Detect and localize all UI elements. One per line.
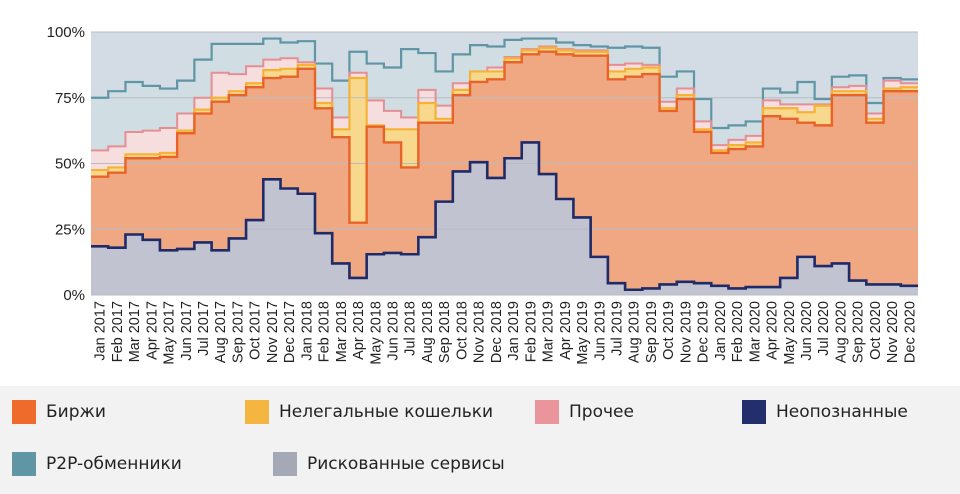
x-tick-label: Aug 2020 bbox=[833, 301, 849, 363]
legend: Биржи Нелегальные кошельки Прочее Неопоз… bbox=[0, 386, 960, 494]
legend-item-other: Прочее bbox=[535, 400, 634, 424]
x-tick-label: Feb 2017 bbox=[110, 301, 126, 362]
x-tick-label: Mar 2017 bbox=[127, 301, 143, 362]
x-tick-label: Apr 2018 bbox=[351, 301, 367, 360]
x-tick-label: Nov 2017 bbox=[265, 301, 281, 363]
x-tick-label: Aug 2017 bbox=[213, 301, 229, 363]
line-p2p bbox=[91, 37, 918, 130]
x-tick-label: Oct 2017 bbox=[248, 301, 264, 360]
x-tick-label: May 2017 bbox=[162, 301, 178, 365]
x-tick-label: Jan 2020 bbox=[713, 301, 729, 361]
x-tick-label: May 2018 bbox=[368, 301, 384, 365]
x-tick-label: May 2020 bbox=[782, 301, 798, 365]
legend-item-illegal-wallets: Нелегальные кошельки bbox=[245, 400, 493, 424]
legend-item-exchanges: Биржи bbox=[12, 400, 106, 424]
y-tick-label: 50% bbox=[55, 156, 85, 173]
x-tick-label: Mar 2020 bbox=[747, 301, 763, 362]
x-tick-label: Jan 2019 bbox=[506, 301, 522, 361]
legend-item-unknown: Неопознанные bbox=[742, 400, 908, 424]
legend-swatch-illegal-wallets bbox=[245, 400, 269, 424]
x-tick-label: Jan 2018 bbox=[299, 301, 315, 361]
legend-swatch-risky bbox=[273, 452, 297, 476]
legend-swatch-p2p bbox=[12, 452, 36, 476]
x-tick-label: Jul 2019 bbox=[609, 301, 625, 356]
x-tick-label: Jul 2018 bbox=[403, 301, 419, 356]
legend-label-p2p: P2P-обменники bbox=[46, 454, 182, 474]
x-tick-label: Aug 2019 bbox=[627, 301, 643, 363]
legend-item-p2p: P2P-обменники bbox=[12, 452, 182, 476]
x-tick-label: Sep 2018 bbox=[437, 301, 453, 363]
x-tick-label: Jul 2020 bbox=[816, 301, 832, 356]
legend-swatch-exchanges bbox=[12, 400, 36, 424]
x-tick-label: Dec 2019 bbox=[696, 301, 712, 363]
x-tick-label: Apr 2017 bbox=[144, 301, 160, 360]
legend-label-other: Прочее bbox=[569, 402, 634, 422]
x-tick-label: Oct 2020 bbox=[868, 301, 884, 360]
legend-label-illegal-wallets: Нелегальные кошельки bbox=[279, 402, 494, 422]
x-tick-label: Apr 2020 bbox=[765, 301, 781, 360]
x-tick-label: Jan 2017 bbox=[93, 301, 109, 361]
x-tick-label: Aug 2018 bbox=[420, 301, 436, 363]
x-tick-label: Sep 2017 bbox=[230, 301, 246, 363]
x-tick-label: Mar 2018 bbox=[334, 301, 350, 362]
y-tick-label: 0% bbox=[63, 287, 85, 304]
y-tick-label: 100% bbox=[47, 24, 85, 41]
x-tick-label: Dec 2020 bbox=[902, 301, 918, 363]
x-tick-label: Sep 2019 bbox=[644, 301, 660, 363]
legend-item-risky: Рискованные сервисы bbox=[273, 452, 505, 476]
chart-lines bbox=[91, 37, 918, 292]
y-tick-label: 25% bbox=[55, 221, 85, 238]
x-tick-label: Nov 2018 bbox=[472, 301, 488, 363]
x-tick-label: Dec 2018 bbox=[489, 301, 505, 363]
x-tick-label: Jul 2017 bbox=[196, 301, 212, 356]
legend-label-unknown: Неопознанные bbox=[776, 402, 908, 422]
line-exchanges bbox=[91, 50, 918, 224]
x-tick-label: Nov 2019 bbox=[678, 301, 694, 363]
x-tick-label: May 2019 bbox=[575, 301, 591, 365]
x-tick-label: Jun 2017 bbox=[179, 301, 195, 361]
stacked-area-chart: 0% 25% 50% 75% 100% Jan 2017 Feb 2017 Mar 2017… bbox=[47, 24, 919, 365]
legend-label-exchanges: Биржи bbox=[46, 402, 106, 422]
y-axis-ticks: 0% 25% 50% 75% 100% bbox=[47, 24, 85, 304]
legend-swatch-unknown bbox=[742, 400, 766, 424]
x-tick-label: Feb 2018 bbox=[317, 301, 333, 362]
legend-swatch-other bbox=[535, 400, 559, 424]
x-axis-ticks: Jan 2017 Feb 2017 Mar 2017 Apr 2017 May 2017… bbox=[93, 301, 919, 365]
x-tick-label: Mar 2019 bbox=[541, 301, 557, 362]
x-tick-label: Oct 2019 bbox=[661, 301, 677, 360]
x-tick-label: Feb 2020 bbox=[730, 301, 746, 362]
area-risky bbox=[91, 142, 918, 295]
x-tick-label: Jun 2020 bbox=[799, 301, 815, 361]
x-tick-label: Jun 2018 bbox=[386, 301, 402, 361]
x-tick-label: Nov 2020 bbox=[885, 301, 901, 363]
x-tick-label: Dec 2017 bbox=[282, 301, 298, 363]
x-tick-label: Jun 2019 bbox=[592, 301, 608, 361]
legend-label-risky: Рискованные сервисы bbox=[307, 454, 505, 474]
line-risky bbox=[91, 141, 918, 292]
x-tick-label: Feb 2019 bbox=[523, 301, 539, 362]
x-tick-label: Sep 2020 bbox=[851, 301, 867, 363]
x-tick-label: Apr 2019 bbox=[558, 301, 574, 360]
x-tick-label: Oct 2018 bbox=[454, 301, 470, 360]
y-tick-label: 75% bbox=[55, 90, 85, 107]
